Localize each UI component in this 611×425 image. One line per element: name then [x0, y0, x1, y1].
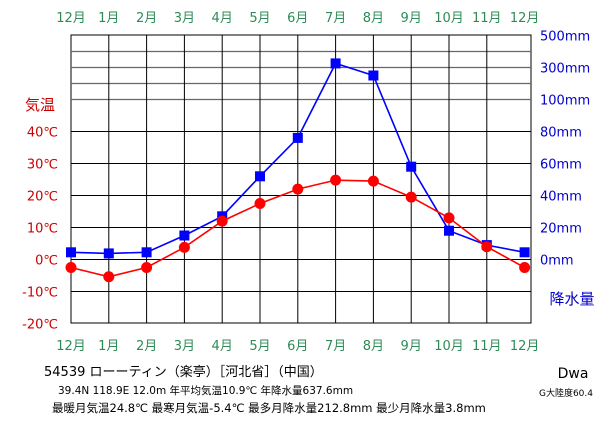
month-label-top: 7月 — [325, 11, 346, 26]
precipitation-point — [330, 58, 341, 69]
precip-tick-label: 80mm — [540, 126, 582, 141]
month-labels-top: 12月 1月 2月 3月 4月 5月 6月 7月 8月 9月 10月 11月 12月 — [56, 11, 539, 26]
precipitation-point — [519, 247, 530, 258]
koppen-class: Dwa — [558, 366, 589, 382]
month-label-bottom: 12月 — [56, 339, 86, 354]
continentality-index: G大陸度60.4 — [539, 387, 593, 399]
station-line2: 最暖月気温24.8℃ 最寒月気温-5.4℃ 最多月降水量212.8mm 最少月降… — [52, 401, 486, 415]
month-label-bottom: 8月 — [363, 339, 384, 354]
month-label-bottom: 9月 — [401, 339, 422, 354]
temp-tick-label: 20℃ — [27, 190, 58, 205]
month-label-bottom: 1月 — [98, 339, 119, 354]
month-label-bottom: 11月 — [472, 339, 502, 354]
plot-frame — [70, 34, 532, 324]
temperature-point — [65, 262, 77, 273]
temperature-point — [216, 215, 228, 227]
temperature-point — [330, 174, 342, 186]
temp-axis-ticks: 40℃ 30℃ 20℃ 10℃ 0℃ -10℃ -20℃ — [22, 126, 58, 333]
temperature-point — [367, 175, 379, 187]
temp-tick-label: 10℃ — [27, 222, 58, 237]
month-label-top: 12月 — [56, 11, 86, 26]
precipitation-series — [66, 58, 530, 259]
temperature-point — [103, 271, 115, 283]
precip-tick-label: 20mm — [540, 222, 582, 237]
precip-axis-label: 降水量 — [549, 290, 594, 308]
precipitation-point — [179, 230, 190, 241]
temp-axis-label: 気温 — [25, 96, 55, 114]
month-label-bottom: 12月 — [510, 339, 540, 354]
month-label-top: 2月 — [136, 11, 157, 26]
station-title: 54539 ローーティン（楽亭）［河北省］（中国） — [44, 364, 323, 380]
precipitation-point — [255, 171, 265, 182]
month-label-top: 10月 — [434, 11, 464, 26]
month-label-top: 1月 — [98, 11, 119, 26]
month-label-bottom: 6月 — [287, 339, 308, 354]
station-line1: 39.4N 118.9E 12.0m 年平均気温10.9℃ 年降水量637.6m… — [58, 384, 353, 397]
temp-tick-label: -10℃ — [22, 286, 58, 301]
month-label-top: 4月 — [212, 11, 233, 26]
month-label-bottom: 4月 — [212, 339, 233, 354]
precip-tick-label: 0mm — [540, 254, 574, 269]
month-label-bottom: 3月 — [174, 339, 195, 354]
temp-tick-label: -20℃ — [22, 318, 58, 333]
month-label-top: 5月 — [249, 11, 270, 26]
temp-tick-label: 40℃ — [27, 126, 58, 141]
month-label-top: 6月 — [287, 11, 308, 26]
temperature-point — [443, 212, 455, 224]
month-label-top: 3月 — [174, 11, 195, 26]
month-label-bottom: 7月 — [325, 339, 346, 354]
month-label-top: 8月 — [363, 11, 384, 26]
month-label-bottom: 2月 — [136, 339, 157, 354]
precip-tick-label: 500mm — [540, 30, 590, 45]
grid-lines — [71, 35, 531, 323]
precipitation-point — [444, 225, 454, 236]
month-label-top: 12月 — [510, 11, 540, 26]
temp-tick-label: 0℃ — [35, 254, 58, 269]
temperature-point — [178, 241, 190, 253]
month-label-top: 9月 — [401, 11, 422, 26]
temperature-point — [254, 198, 266, 209]
temp-tick-label: 30℃ — [27, 158, 58, 173]
precipitation-point — [66, 247, 76, 258]
precipitation-point — [141, 247, 152, 258]
precipitation-point — [368, 70, 379, 81]
precip-tick-label: 60mm — [540, 158, 582, 173]
precipitation-point — [406, 161, 417, 172]
temperature-point — [405, 191, 417, 203]
precipitation-point — [292, 132, 303, 143]
temperature-point — [292, 183, 304, 195]
precip-tick-label: 40mm — [540, 190, 582, 205]
temperature-point — [481, 241, 493, 253]
temperature-point — [141, 262, 153, 273]
precip-tick-label: 300mm — [540, 62, 590, 77]
month-labels-bottom: 12月 1月 2月 3月 4月 5月 6月 7月 8月 9月 10月 11月 12月 — [56, 339, 539, 354]
precip-axis-ticks: 500mm 300mm 100mm 80mm 60mm 40mm 20mm 0mm — [540, 30, 590, 269]
plot-border — [70, 34, 532, 324]
temperature-series — [65, 174, 531, 283]
temperature-point — [519, 262, 531, 273]
precipitation-point — [103, 248, 114, 259]
precip-tick-label: 100mm — [540, 94, 590, 109]
month-label-bottom: 5月 — [249, 339, 270, 354]
month-label-bottom: 10月 — [434, 339, 464, 354]
month-label-top: 11月 — [472, 11, 502, 26]
